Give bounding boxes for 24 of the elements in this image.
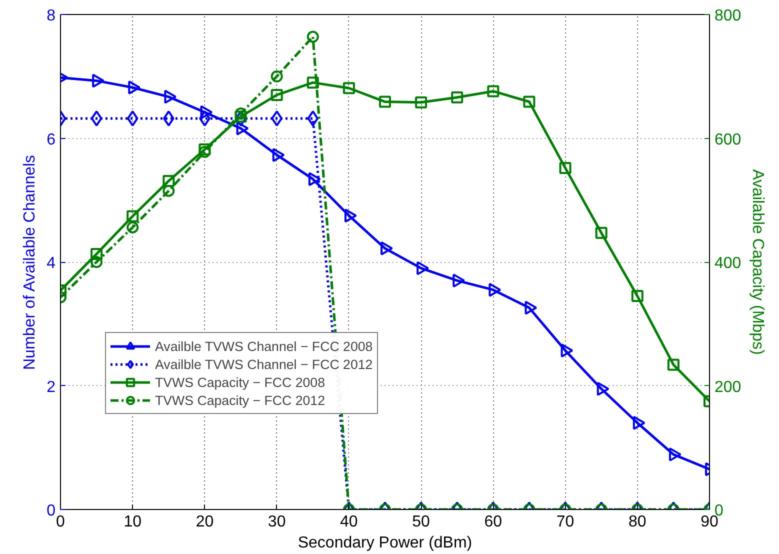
legend-label: Availble TVWS Channel − FCC 2008 [155,338,373,355]
y-axis-title: Number of Available Channels [22,154,39,370]
y-tick-label: 4 [46,255,56,272]
legend-label: TVWS Capacity − FCC 2008 [155,374,325,391]
y2-tick-label: 200 [714,378,742,396]
x-tick-label: 60 [484,514,502,530]
y-tick-label: 8 [46,8,56,24]
x-axis-title: Secondary Power (dBm) [298,534,472,552]
y2-axis-title: Available Capacity (Mbps) [749,169,766,355]
y-tick-label: 2 [46,378,56,396]
y2-tick-label: 600 [714,131,742,148]
y2-tick-label: 400 [714,255,742,272]
x-tick-label: 20 [196,514,214,530]
x-tick-label: 10 [124,514,142,530]
x-tick-label: 30 [268,514,286,530]
legend-label: TVWS Capacity − FCC 2012 [155,392,325,409]
y-tick-label: 0 [46,502,56,520]
x-tick-label: 50 [412,514,430,530]
x-tick-label: 80 [628,514,646,530]
x-tick-label: 40 [340,514,358,530]
legend-label: Availble TVWS Channel − FCC 2012 [155,356,373,373]
x-tick-label: 70 [556,514,574,530]
y-tick-label: 6 [46,131,56,148]
y2-tick-label: 800 [714,8,742,24]
